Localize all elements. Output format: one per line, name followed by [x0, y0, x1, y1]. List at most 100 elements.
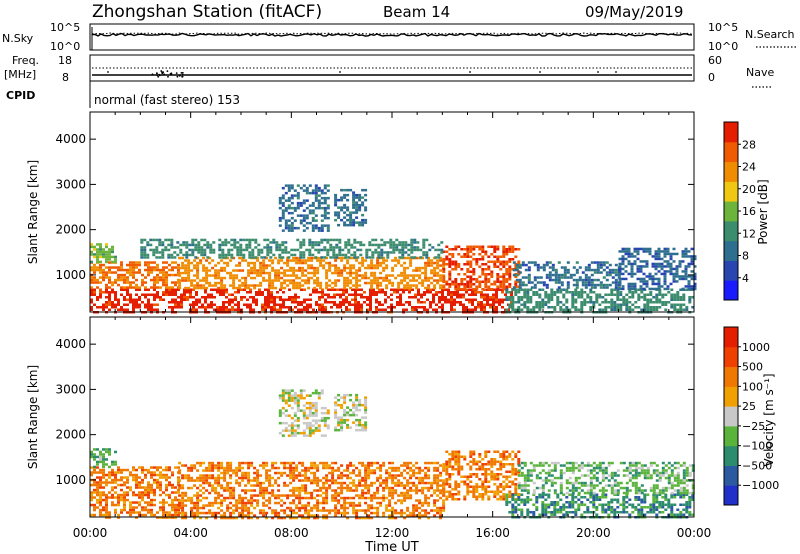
data-cell — [199, 284, 203, 287]
data-cell — [99, 501, 102, 504]
data-cell — [302, 253, 306, 257]
data-cell — [400, 484, 404, 487]
data-cell — [144, 513, 147, 517]
data-cell — [196, 491, 200, 495]
data-cell — [373, 494, 377, 497]
data-cell — [382, 464, 386, 467]
data-cell — [165, 488, 168, 492]
data-cell — [274, 286, 278, 290]
data-cell — [621, 277, 625, 281]
data-cell — [357, 301, 360, 304]
data-cell — [274, 501, 278, 505]
nave-dot — [161, 71, 163, 73]
data-cell — [471, 301, 474, 304]
data-cell — [296, 226, 300, 230]
data-cell — [267, 301, 270, 304]
data-cell — [355, 269, 359, 272]
data-cell — [498, 298, 501, 301]
data-cell — [90, 266, 93, 269]
data-cell — [354, 303, 357, 306]
data-cell — [202, 511, 206, 515]
data-cell — [457, 273, 461, 276]
data-cell — [307, 469, 311, 472]
data-cell — [117, 278, 120, 282]
data-cell — [693, 257, 697, 261]
data-cell — [457, 283, 461, 286]
data-cell — [451, 260, 455, 263]
data-cell — [340, 496, 344, 500]
data-cell — [191, 251, 195, 254]
data-cell — [219, 308, 222, 311]
data-cell — [217, 286, 221, 290]
data-cell — [238, 496, 242, 500]
data-cell — [108, 298, 111, 301]
data-cell — [517, 298, 521, 301]
data-cell — [334, 509, 338, 512]
data-cell — [288, 306, 291, 309]
data-cell — [527, 268, 531, 272]
data-cell — [144, 473, 147, 477]
data-cell — [411, 308, 414, 311]
data-cell — [657, 280, 661, 283]
data-cell — [289, 266, 293, 270]
data-cell — [277, 276, 281, 280]
data-cell — [663, 282, 667, 286]
data-cell — [208, 491, 212, 495]
data-cell — [388, 466, 392, 470]
data-cell — [292, 479, 296, 482]
data-cell — [235, 276, 239, 280]
data-cell — [376, 514, 380, 517]
data-cell — [159, 276, 162, 279]
data-cell — [258, 291, 261, 294]
data-cell — [146, 243, 150, 247]
data-cell — [190, 281, 194, 285]
data-cell — [190, 479, 194, 482]
data-cell — [358, 208, 362, 212]
data-cell — [281, 209, 285, 212]
data-cell — [326, 253, 330, 257]
data-cell — [533, 261, 537, 264]
data-cell — [159, 278, 162, 282]
data-cell — [253, 466, 257, 470]
data-cell — [304, 509, 308, 512]
data-cell — [217, 501, 221, 505]
data-cell — [325, 256, 329, 260]
data-cell — [349, 471, 353, 475]
data-cell — [408, 291, 411, 294]
data-cell — [385, 506, 389, 510]
data-cell — [415, 279, 419, 282]
data-cell — [184, 271, 188, 275]
data-cell — [316, 279, 320, 282]
data-cell — [174, 288, 177, 291]
data-cell — [265, 511, 269, 515]
data-cell — [409, 494, 413, 497]
data-cell — [208, 469, 212, 472]
data-cell — [298, 461, 302, 465]
data-cell — [250, 261, 254, 265]
data-cell — [571, 298, 575, 301]
data-cell — [329, 238, 333, 242]
data-cell — [687, 280, 691, 283]
data-cell — [111, 471, 114, 474]
data-cell — [111, 473, 114, 477]
data-cell — [105, 498, 108, 502]
data-cell — [171, 291, 174, 294]
data-cell — [628, 296, 632, 299]
data-cell — [349, 461, 353, 465]
data-cell — [424, 264, 428, 267]
data-cell — [217, 506, 221, 510]
data-cell — [484, 283, 488, 286]
data-cell — [433, 461, 437, 465]
data-cell — [415, 504, 419, 507]
data-cell — [346, 511, 350, 515]
data-cell — [196, 504, 200, 507]
data-cell — [441, 288, 444, 291]
data-cell — [159, 268, 162, 272]
data-cell — [441, 296, 444, 299]
data-cell — [493, 255, 497, 258]
data-cell — [204, 298, 207, 301]
data-cell — [180, 301, 183, 304]
data-cell — [93, 276, 96, 279]
data-cell — [256, 284, 260, 287]
data-cell — [102, 248, 105, 251]
